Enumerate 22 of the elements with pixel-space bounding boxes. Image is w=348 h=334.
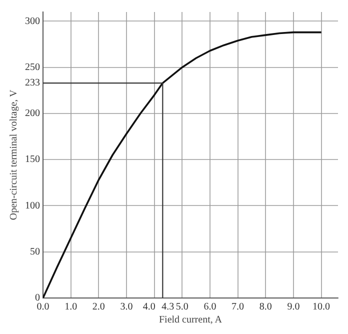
x-tick-label: 1.0 (64, 302, 78, 313)
y-tick-label: 0 (35, 292, 40, 304)
x-tick-label: 6.0 (204, 302, 216, 313)
x-tick-label: 10.0 (312, 302, 330, 313)
x-tick-label: 2.0 (92, 302, 105, 313)
y-tick-label: 100 (25, 200, 40, 212)
y-tick-label: 200 (25, 108, 40, 120)
x-tick-label: 9.0 (287, 302, 300, 313)
x-tick-label: 4.0 (142, 302, 156, 313)
x-tick-label: 0.0 (36, 302, 50, 313)
x-tick-label: 4.3 (162, 302, 174, 313)
x-axis-title: Field current, A (158, 314, 223, 326)
x-tick-label: 3.0 (120, 302, 133, 313)
y-axis-title: Open-circuit terminal voltage, V (8, 89, 20, 220)
x-tick-label: 8.0 (259, 302, 272, 313)
y-tick-label: 150 (25, 154, 40, 166)
y-tick-label: 300 (25, 16, 40, 27)
x-tick-label: 5.0 (176, 302, 188, 313)
y-tick-label: 50 (30, 246, 40, 258)
x-tick-label: 7.0 (232, 302, 244, 313)
y-tick-label: 233 (25, 78, 40, 89)
y-tick-label: 250 (25, 62, 40, 73)
